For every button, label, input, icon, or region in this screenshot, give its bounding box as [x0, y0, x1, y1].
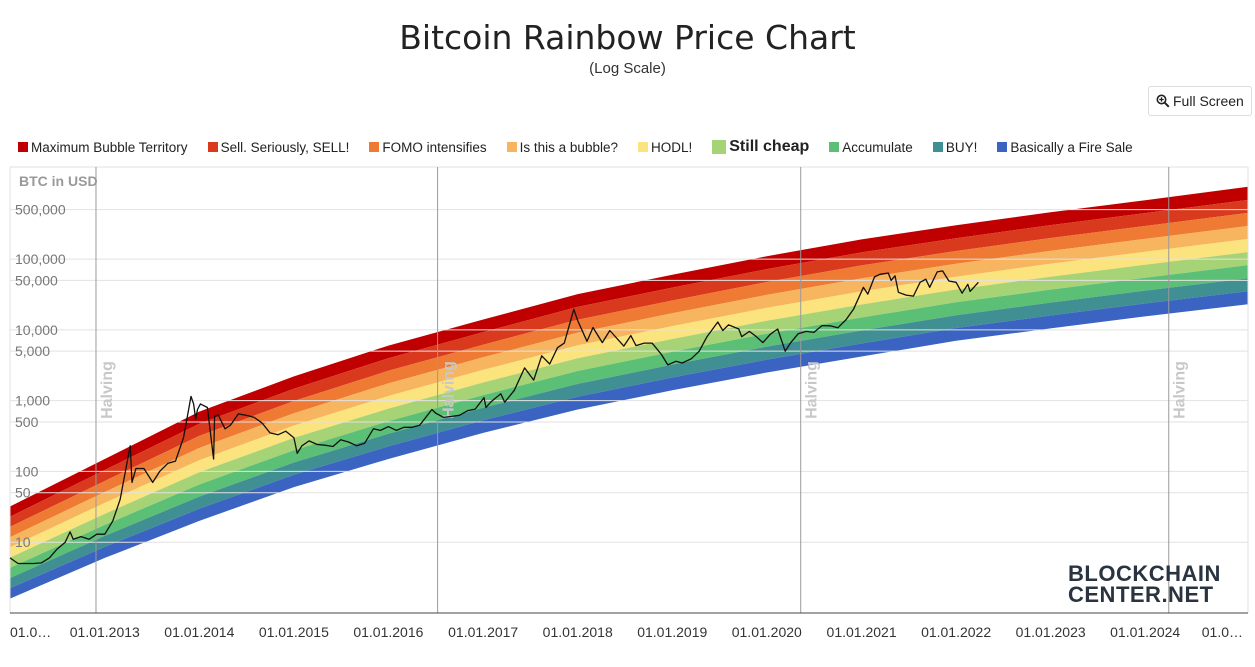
legend-item-sell-seriously-sell[interactable]: Sell. Seriously, SELL! — [207, 139, 350, 155]
y-tick-label: 100,000 — [15, 251, 66, 267]
legend-swatch — [207, 142, 218, 152]
halving-label: Halving — [441, 361, 458, 419]
legend-label: Is this a bubble? — [519, 139, 618, 155]
x-tick-label: 01.0… — [10, 624, 51, 640]
legend-item-fomo-intensifies[interactable]: FOMO intensifies — [369, 139, 487, 155]
y-axis-title: BTC in USD — [19, 173, 98, 189]
x-tick-label: 01.01.2022 — [921, 624, 991, 640]
axes: 01.0… 01.01.2013 01.01.2014 01.01.2015 01.01… — [10, 173, 1248, 640]
legend-label: Sell. Seriously, SELL! — [220, 139, 350, 155]
gridlines — [9, 166, 1249, 613]
legend-item-buy[interactable]: BUY! — [932, 139, 978, 155]
legend-label: Still cheap — [729, 138, 810, 155]
full-screen-label: Full Screen — [1173, 93, 1244, 109]
legend-swatch — [506, 142, 517, 152]
blockchaincenter-logo: BLOCKCHAIN CENTER.NET — [1068, 561, 1221, 607]
legend-label: HODL! — [650, 139, 693, 155]
y-tick-label: 50,000 — [15, 272, 58, 288]
legend-item-is-this-a-bubble[interactable]: Is this a bubble? — [506, 139, 618, 155]
rainbow-bands — [10, 186, 1248, 599]
x-tick-label: 01.01.2016 — [353, 624, 423, 640]
price-series — [9, 270, 979, 565]
legend-label: FOMO intensifies — [382, 139, 487, 155]
legend-swatch — [932, 142, 943, 152]
x-tick-label: 01.01.2020 — [732, 624, 802, 640]
legend-swatch — [369, 142, 380, 152]
legend-swatch — [712, 140, 727, 154]
x-tick-label: 01.01.2014 — [164, 624, 234, 640]
legend-swatch — [18, 142, 28, 152]
x-tick-label: 01.01.2024 — [1110, 624, 1180, 640]
legend-item-maximum-bubble-territory[interactable]: Maximum Bubble Territory — [18, 140, 188, 155]
chart-subtitle: (Log Scale) — [589, 60, 666, 77]
legend-label: Maximum Bubble Territory — [31, 139, 188, 155]
y-tick-label: 50 — [15, 485, 31, 501]
btc-price-line — [9, 270, 979, 565]
x-tick-label: 01.01.2019 — [637, 624, 707, 640]
legend-item-accumulate[interactable]: Accumulate — [829, 140, 913, 155]
y-tick-label: 1,000 — [15, 393, 50, 409]
x-tick-label: 01.0… — [1202, 624, 1243, 640]
zoom-in-icon — [1156, 94, 1170, 108]
legend-swatch — [829, 142, 840, 152]
halving-label: Halving — [1172, 361, 1189, 419]
y-tick-label: 500 — [15, 414, 39, 430]
x-tick-label: 01.01.2021 — [827, 624, 897, 640]
y-tick-label: 500,000 — [15, 202, 66, 218]
y-tick-label: 100 — [15, 463, 39, 479]
x-tick-label: 01.01.2015 — [259, 624, 329, 640]
legend-swatch — [637, 142, 648, 152]
legend-label: Accumulate — [842, 139, 913, 155]
legend-swatch — [997, 142, 1008, 152]
legend-item-basically-a-fire-sale[interactable]: Basically a Fire Sale — [997, 139, 1133, 155]
halving-markers: Halving Halving Halving Halving — [95, 167, 1189, 613]
y-tick-label: 5,000 — [15, 343, 50, 359]
x-tick-label: 01.01.2017 — [448, 624, 518, 640]
legend-label: BUY! — [945, 139, 978, 155]
chart-legend: Maximum Bubble Territory Sell. Seriously,… — [18, 136, 1153, 158]
chart-title: Bitcoin Rainbow Price Chart — [399, 18, 856, 57]
legend-item-hodl[interactable]: HODL! — [637, 139, 693, 155]
watermark-line1: BLOCKCHAIN — [1068, 561, 1221, 586]
legend-item-still-cheap[interactable]: Still cheap — [712, 138, 809, 156]
watermark-line2: CENTER.NET — [1068, 582, 1214, 607]
y-tick-label: 10,000 — [15, 322, 58, 338]
x-tick-label: 01.01.2023 — [1016, 624, 1086, 640]
x-tick-label: 01.01.2018 — [543, 624, 613, 640]
legend-label: Basically a Fire Sale — [1010, 139, 1133, 155]
x-tick-label: 01.01.2013 — [70, 624, 140, 640]
halving-label: Halving — [99, 361, 116, 419]
full-screen-button[interactable]: Full Screen — [1148, 86, 1252, 116]
halving-label: Halving — [804, 361, 821, 419]
y-tick-label: 10 — [15, 534, 31, 550]
